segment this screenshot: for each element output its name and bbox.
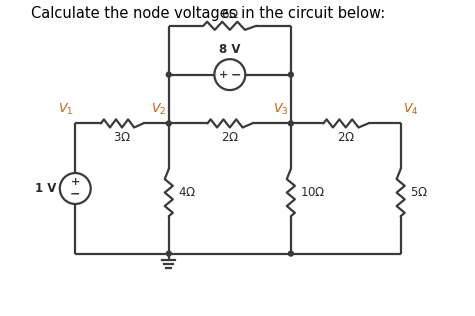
Text: 3$\Omega$: 3$\Omega$ bbox=[113, 131, 131, 144]
Text: −: − bbox=[231, 68, 241, 81]
Text: 5$\Omega$: 5$\Omega$ bbox=[409, 186, 428, 199]
Circle shape bbox=[288, 251, 293, 256]
Text: V$_4$: V$_4$ bbox=[403, 102, 418, 117]
Text: −: − bbox=[70, 188, 80, 201]
Text: +: + bbox=[71, 177, 80, 187]
Text: 2$\Omega$: 2$\Omega$ bbox=[337, 131, 355, 144]
Text: 2$\Omega$: 2$\Omega$ bbox=[221, 131, 239, 144]
Circle shape bbox=[166, 251, 171, 256]
Circle shape bbox=[166, 72, 171, 77]
Circle shape bbox=[166, 121, 171, 126]
Text: 10$\Omega$: 10$\Omega$ bbox=[300, 186, 325, 199]
Text: V$_1$: V$_1$ bbox=[58, 102, 73, 117]
Text: 6$\Omega$: 6$\Omega$ bbox=[221, 8, 239, 21]
Text: 8 V: 8 V bbox=[219, 43, 240, 56]
Text: 1 V: 1 V bbox=[35, 182, 57, 195]
Text: 4$\Omega$: 4$\Omega$ bbox=[178, 186, 196, 199]
Circle shape bbox=[288, 72, 293, 77]
Text: Calculate the node voltages in the circuit below:: Calculate the node voltages in the circu… bbox=[30, 6, 385, 21]
Circle shape bbox=[288, 121, 293, 126]
Text: V$_3$: V$_3$ bbox=[273, 102, 289, 117]
Text: V$_2$: V$_2$ bbox=[152, 102, 167, 117]
Text: +: + bbox=[219, 70, 228, 80]
